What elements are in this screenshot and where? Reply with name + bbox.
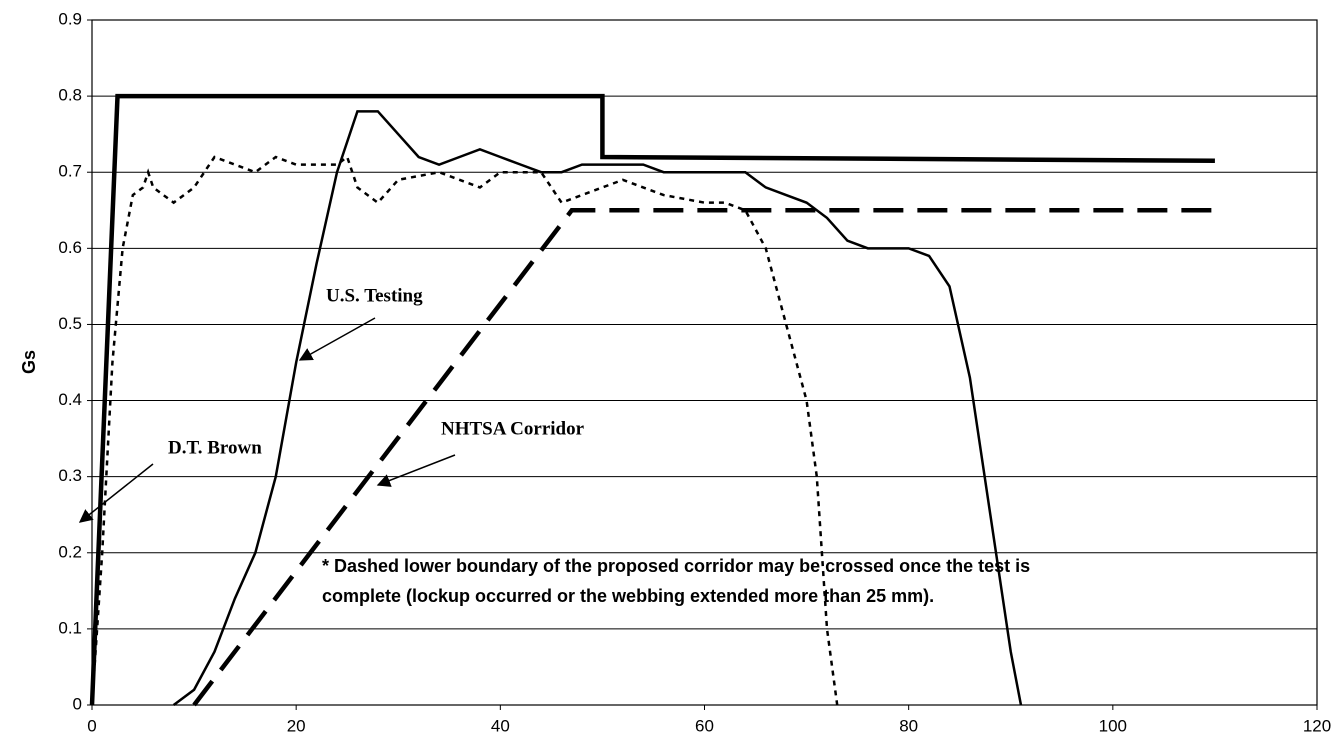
note: * Dashed lower boundary of the proposed … xyxy=(322,556,1030,576)
y-tick-label: 0.3 xyxy=(58,466,82,485)
annotation-arrow xyxy=(376,454,456,487)
x-tick-label: 100 xyxy=(1099,716,1127,735)
annotation: NHTSA Corridor xyxy=(441,418,585,439)
annotation-arrow xyxy=(298,317,376,361)
y-tick-label: 0.5 xyxy=(58,314,82,333)
x-tick-label: 20 xyxy=(287,716,306,735)
series-line xyxy=(172,110,1023,707)
y-tick-label: 0.6 xyxy=(58,238,82,257)
x-tick-label: 80 xyxy=(899,716,918,735)
x-tick-label: 40 xyxy=(491,716,510,735)
y-tick-label: 0.2 xyxy=(58,542,82,561)
y-tick-label: 0.4 xyxy=(58,390,82,409)
plot-frame xyxy=(91,19,1318,706)
y-tick-label: 0.1 xyxy=(58,618,82,637)
y-tick-label: 0.7 xyxy=(58,162,82,181)
series-line xyxy=(89,93,1215,706)
y-tick-label: 0.9 xyxy=(58,9,82,28)
note: complete (lockup occurred or the webbing… xyxy=(322,586,934,606)
y-tick-label: 0 xyxy=(73,694,82,713)
series-line xyxy=(192,208,1215,707)
x-tick-label: 0 xyxy=(87,716,96,735)
y-axis-label: Gs xyxy=(19,350,39,374)
annotation: U.S. Testing xyxy=(326,285,423,306)
x-tick-label: 60 xyxy=(695,716,714,735)
series-line xyxy=(90,154,839,706)
annotation-arrow xyxy=(78,463,154,523)
plot-area: 0 0.1 0.2 0.3 0.4 0.5 0.6 0.7 0.8 0.9 0 20 40 60 80 100… xyxy=(58,9,1331,735)
annotation: D.T. Brown xyxy=(168,437,262,458)
y-tick-label: 0.8 xyxy=(58,86,82,105)
x-tick-label: 120 xyxy=(1303,716,1331,735)
